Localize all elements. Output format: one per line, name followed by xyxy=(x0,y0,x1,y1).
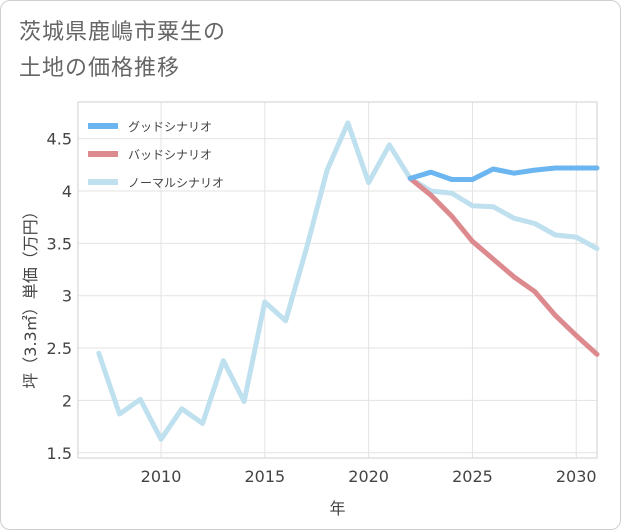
x-tick-label: 2015 xyxy=(244,467,285,486)
grid-lines xyxy=(78,102,597,458)
x-axis-label: 年 xyxy=(329,499,345,518)
y-tick-label: 4 xyxy=(62,182,72,201)
x-tick-label: 2030 xyxy=(556,467,597,486)
legend-label-1: バッドシナリオ xyxy=(128,148,212,162)
x-tick-label: 2010 xyxy=(141,467,182,486)
title-line-1: 茨城県鹿嶋市粟生の xyxy=(19,20,227,45)
series-line-0 xyxy=(407,165,600,182)
axes xyxy=(77,101,598,459)
y-tick-label: 3.5 xyxy=(47,234,72,253)
x-tick-label: 2020 xyxy=(348,467,389,486)
y-tick-label: 3 xyxy=(62,287,72,306)
series-line-1 xyxy=(407,175,600,357)
title-line-2: 土地の価格推移 xyxy=(19,56,181,81)
y-tick-label: 2 xyxy=(62,391,72,410)
plot-frame xyxy=(77,101,598,459)
chart-title: 茨城県鹿嶋市粟生の 土地の価格推移 xyxy=(19,15,226,87)
series-line-2 xyxy=(96,120,600,442)
series-lines xyxy=(96,120,600,442)
y-tick-label: 2.5 xyxy=(47,339,72,358)
tick-labels: 2010 2015 2020 2025 2030 1.5 2 2.5 3 3.5 4 4.5 xyxy=(47,130,597,486)
y-tick-label: 1.5 xyxy=(47,444,72,463)
legend-label-2: ノーマルシナリオ xyxy=(128,176,224,190)
y-tick-label: 4.5 xyxy=(47,130,72,149)
y-axis-label: 坪（3.3㎡）単価（万円） xyxy=(21,203,40,388)
legend-label-0: グッドシナリオ xyxy=(128,120,212,134)
x-tick-label: 2025 xyxy=(452,467,493,486)
